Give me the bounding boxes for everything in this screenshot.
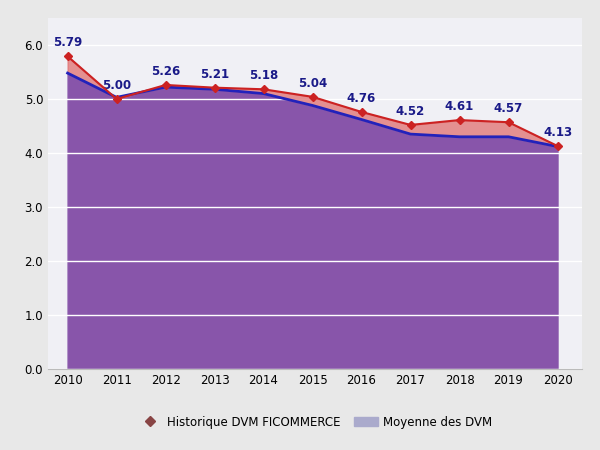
Text: 5.00: 5.00	[102, 79, 131, 92]
Text: 5.26: 5.26	[151, 65, 180, 78]
Text: 5.18: 5.18	[249, 69, 278, 82]
Text: 4.61: 4.61	[445, 100, 474, 113]
Text: 4.76: 4.76	[347, 92, 376, 105]
Legend: Historique DVM FICOMMERCE, Moyenne des DVM: Historique DVM FICOMMERCE, Moyenne des D…	[134, 411, 496, 433]
Text: 5.04: 5.04	[298, 77, 327, 90]
Text: 4.57: 4.57	[494, 102, 523, 115]
Text: 5.21: 5.21	[200, 68, 229, 81]
Text: 4.52: 4.52	[396, 105, 425, 118]
Text: 4.13: 4.13	[543, 126, 572, 139]
Text: 5.79: 5.79	[53, 36, 82, 50]
